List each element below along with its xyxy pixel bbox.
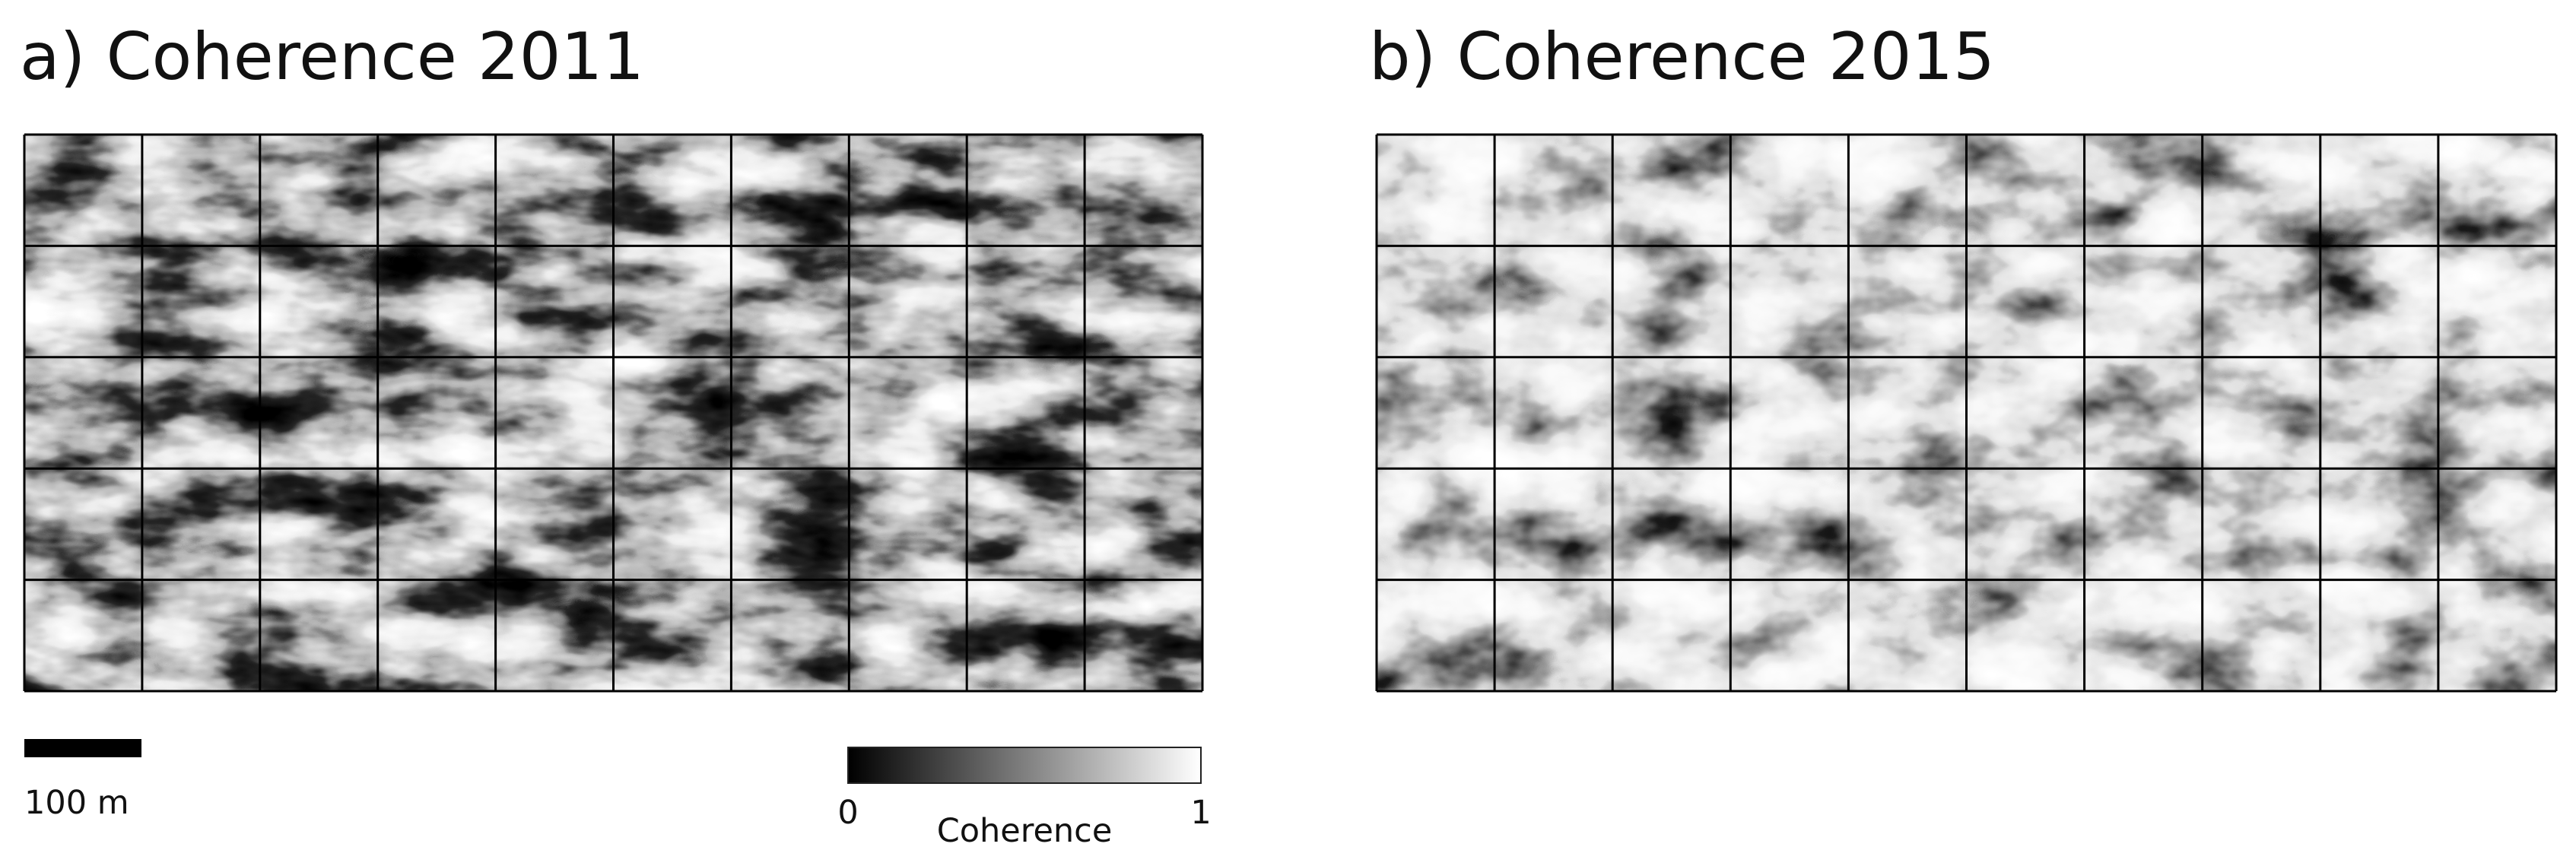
panel-title: a) Coherence 2011 xyxy=(20,19,644,95)
colorbar-tick-label: 1 xyxy=(1190,794,1211,832)
colorbar-label: Coherence xyxy=(937,812,1113,850)
colorbar-tick-label: 0 xyxy=(837,794,858,832)
grid xyxy=(23,133,2558,693)
panel-title: b) Coherence 2015 xyxy=(1369,19,1995,95)
scale-bar-label: 100 m xyxy=(24,784,129,822)
colorbar xyxy=(847,747,1202,784)
scale-bar xyxy=(24,739,141,757)
